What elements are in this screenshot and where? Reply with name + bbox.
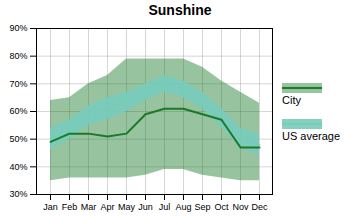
svg-text:May: May (118, 202, 136, 212)
svg-text:60%: 60% (9, 106, 27, 116)
svg-text:Oct: Oct (214, 202, 229, 212)
svg-text:Dec: Dec (251, 202, 268, 212)
svg-text:70%: 70% (9, 79, 27, 89)
svg-text:Sep: Sep (194, 202, 210, 212)
svg-text:30%: 30% (9, 189, 27, 199)
svg-text:Mar: Mar (81, 202, 97, 212)
svg-text:Nov: Nov (232, 202, 249, 212)
svg-text:Aug: Aug (175, 202, 191, 212)
html-text:Sunshine: Sunshine (148, 2, 212, 18)
svg-text:40%: 40% (9, 162, 27, 172)
svg-text:Apr: Apr (100, 202, 114, 212)
svg-text:Jun: Jun (138, 202, 153, 212)
svg-text:80%: 80% (9, 51, 27, 61)
svg-text:Jan: Jan (43, 202, 58, 212)
html-text:US average: US average (282, 130, 341, 142)
html-text:City: City (282, 94, 301, 106)
svg-text:Feb: Feb (62, 202, 78, 212)
svg-text:90%: 90% (9, 23, 27, 33)
svg-text:Jul: Jul (159, 202, 171, 212)
svg-text:50%: 50% (9, 134, 27, 144)
